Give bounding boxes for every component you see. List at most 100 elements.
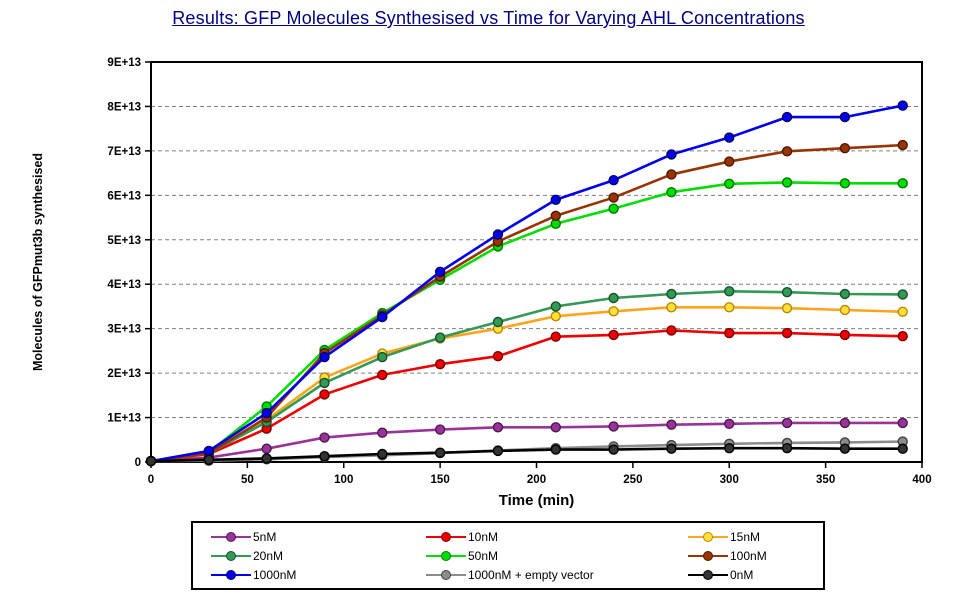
data-point (261, 407, 272, 419)
data-point (781, 111, 793, 123)
data-point (377, 311, 388, 323)
svg-text:1E+13: 1E+13 (107, 413, 141, 425)
data-point (839, 417, 851, 429)
data-point (319, 451, 330, 462)
legend-item-5nm: 5nM (211, 528, 426, 545)
legend-marker-icon (688, 569, 728, 580)
legend-item-50nm: 50nM (426, 547, 688, 564)
data-point (724, 132, 735, 143)
data-point (319, 389, 330, 400)
data-point (434, 332, 446, 343)
legend-item-20nm: 20nM (211, 547, 426, 564)
data-point (492, 316, 504, 328)
data-point (608, 444, 619, 455)
data-point (377, 369, 388, 381)
svg-text:100: 100 (334, 474, 353, 486)
data-point (724, 156, 735, 167)
data-point (839, 443, 851, 454)
data-point (666, 288, 677, 300)
legend-label: 15nM (730, 529, 761, 544)
svg-text:8E+13: 8E+13 (107, 101, 141, 113)
legend-marker-icon (426, 569, 466, 580)
legend-marker-icon (688, 531, 728, 542)
data-point (781, 146, 793, 157)
svg-text:400: 400 (912, 474, 931, 486)
data-point (261, 453, 272, 464)
series-20nm (145, 286, 908, 467)
data-point (839, 178, 851, 189)
data-point (550, 210, 561, 221)
legend-label: 20nM (253, 548, 284, 563)
x-axis-title: Time (min) (498, 492, 575, 509)
data-point (897, 289, 908, 300)
chart-title: Results: GFP Molecules Synthesised vs Ti… (172, 8, 805, 28)
data-point (781, 177, 793, 188)
legend-marker-icon (211, 550, 251, 561)
series-10nm (145, 325, 908, 467)
svg-text:7E+13: 7E+13 (107, 146, 141, 158)
legend-label: 10nM (468, 529, 499, 544)
data-point (781, 287, 793, 298)
data-point (666, 302, 677, 313)
legend-marker-icon (426, 531, 466, 542)
data-point (839, 111, 851, 123)
svg-text:9E+13: 9E+13 (107, 57, 141, 69)
svg-text:300: 300 (720, 474, 739, 486)
data-point (724, 418, 735, 429)
data-point (666, 169, 677, 180)
data-point (492, 422, 504, 433)
data-point (319, 377, 330, 389)
legend-label: 0nM (730, 567, 754, 582)
series-0nm (145, 443, 908, 467)
data-point (550, 194, 561, 205)
data-point (666, 325, 677, 336)
data-point (550, 331, 561, 342)
legend-item-15nm: 15nM (688, 528, 808, 545)
data-point (897, 306, 908, 317)
data-point (781, 417, 793, 429)
data-point (550, 301, 561, 312)
legend-marker-icon (211, 569, 251, 580)
legend-item-100nm: 100nM (688, 547, 808, 564)
data-point (897, 178, 908, 189)
data-point (550, 444, 561, 455)
legend-item-0nm: 0nM (688, 566, 808, 583)
data-point (145, 455, 157, 467)
svg-text:350: 350 (816, 474, 835, 486)
svg-text:2E+13: 2E+13 (107, 368, 141, 380)
data-point (492, 351, 504, 362)
legend-item-1000nm: 1000nM (211, 566, 426, 583)
axis-ticks (145, 61, 923, 468)
data-point (781, 303, 793, 314)
svg-text:4E+13: 4E+13 (107, 279, 141, 291)
data-point (781, 327, 793, 339)
data-point (666, 419, 677, 430)
svg-text:0: 0 (148, 474, 154, 486)
legend-item-1000nm-empty-vector: 1000nM + empty vector (426, 566, 688, 583)
legend-label: 5nM (253, 529, 277, 544)
gridlines (151, 105, 922, 419)
data-point (897, 331, 908, 342)
data-point (434, 447, 446, 458)
data-point (897, 443, 908, 454)
legend-label: 1000nM (253, 567, 297, 582)
data-point (666, 187, 677, 198)
axis-tick-labels: 0 1E+13 2E+13 3E+13 4E+13 5E+13 6E+13 7E+13 8E+1… (107, 57, 931, 486)
data-point (724, 443, 735, 454)
data-point (434, 266, 446, 277)
data-point (839, 143, 851, 154)
data-point (434, 424, 446, 435)
legend-marker-icon (688, 550, 728, 561)
svg-text:50: 50 (241, 474, 254, 486)
data-point (724, 327, 735, 339)
svg-text:0: 0 (135, 457, 141, 469)
data-point (608, 175, 619, 186)
svg-text:200: 200 (527, 474, 546, 486)
data-point (839, 329, 851, 341)
data-point (550, 311, 561, 322)
data-point (203, 454, 215, 465)
data-point (608, 192, 619, 203)
data-point (319, 432, 330, 443)
